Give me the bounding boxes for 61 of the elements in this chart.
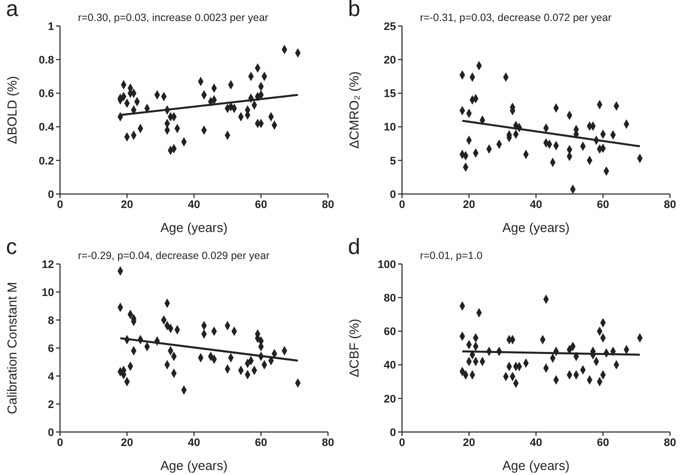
chart-title: a [6,0,18,22]
y-tick-label: 2 [48,398,54,410]
y-tick-label: 25 [384,20,396,33]
x-tick-label: 80 [664,198,676,211]
x-axis-title: Age (years) [502,458,570,472]
x-tick-label: 80 [322,198,334,211]
x-axis-title: Age (years) [160,458,228,472]
x-tick-label: 40 [188,198,200,211]
y-tick-label: 20 [384,392,396,405]
y-tick-label: 20 [384,54,396,67]
y-tick-label: 10 [42,286,54,298]
x-tick-label: 20 [120,198,134,211]
y-tick-label: 15 [384,88,396,100]
y-tick-label: 0.6 [38,88,54,100]
y-tick-label: 0 [390,426,396,438]
x-tick-label: 80 [664,436,676,448]
x-tick-label: 60 [254,198,268,211]
x-tick-label: 80 [322,436,334,448]
y-tick-label: 0.8 [38,54,54,67]
x-axis-title: Age (years) [160,220,228,235]
x-tick-label: 0 [56,198,64,211]
x-tick-label: 60 [596,436,610,448]
x-axis-title: Age (years) [502,220,570,235]
chart-title: c [6,234,17,260]
x-tick-label: 40 [188,436,200,448]
y-tick-label: 0 [48,426,54,438]
y-tick-label: 60 [384,326,396,338]
x-tick-label: 40 [530,436,542,448]
x-tick-label: 0 [398,198,406,211]
y-axis-title: ΔBOLD (%) [4,76,20,144]
x-tick-label: 60 [596,198,610,211]
y-tick-label: 0.2 [38,155,54,168]
y-tick-label: 4 [48,370,55,382]
y-tick-label: 0 [390,188,396,201]
y-axis-title: Calibration Constant M [4,281,20,414]
y-tick-label: 5 [390,155,396,168]
y-tick-label: 0.4 [38,122,55,134]
text: r=-0.31, p=0.03, decrease 0.072 per year [420,12,612,24]
x-tick-label: 20 [120,436,134,448]
text: r=0.01, p=1.0 [420,250,482,262]
x-tick-label: 20 [462,198,476,211]
y-tick-label: 40 [384,359,396,372]
chart-title: d [348,234,360,260]
x-tick-label: 40 [530,198,542,211]
text: r=0.30, p=0.03, increase 0.0023 per year [78,12,268,24]
chart-title: b [348,0,360,22]
x-tick-label: 0 [398,436,406,448]
y-axis-title: ΔCBF (%) [346,318,362,377]
y-tick-label: 1 [48,20,54,33]
y-tick-label: 0 [48,188,54,201]
y-tick-label: 6 [48,342,54,354]
y-axis-title: ΔCMRO₂ (%) [346,71,362,149]
y-tick-label: 8 [48,314,54,326]
x-tick-label: 20 [462,436,476,448]
y-tick-label: 12 [42,258,54,270]
x-tick-label: 60 [254,436,268,448]
y-tick-label: 100 [378,258,396,270]
y-tick-label: 80 [384,292,396,304]
y-tick-label: 10 [384,122,396,134]
text: r=-0.29, p=0.04, decrease 0.029 per year [78,250,270,262]
x-tick-label: 0 [56,436,64,448]
